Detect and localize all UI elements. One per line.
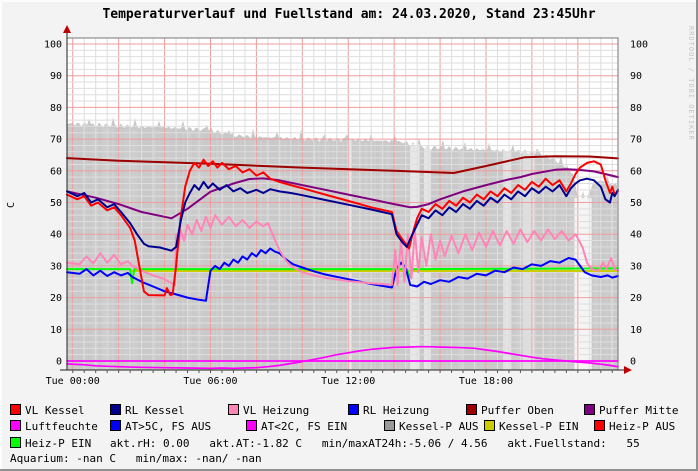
- legend-item-heiz-p-ein: Heiz-P EIN: [10, 437, 91, 450]
- status-line-1: akt.rH: 0.00 akt.AT:-1.82 C min/maxAT24h…: [110, 437, 640, 450]
- y-tick-label-left: 70: [50, 135, 62, 146]
- y-tick-label-left: 90: [50, 71, 62, 82]
- y-tick-label-left: 20: [50, 293, 62, 304]
- y-tick-label-right: 80: [630, 103, 642, 114]
- legend-label: RL Heizung: [363, 404, 430, 417]
- area-light-band: [347, 138, 352, 370]
- legend-color-swatch: [110, 404, 121, 415]
- area-light-band: [522, 150, 535, 370]
- y-tick-label-left: 60: [50, 166, 62, 177]
- frame-edge-left: [0, 0, 2, 471]
- legend-label: AT<2C, FS EIN: [261, 420, 348, 433]
- legend-color-swatch: [228, 404, 239, 415]
- y-tick-label-left: 80: [50, 103, 62, 114]
- legend-color-swatch: [10, 437, 21, 448]
- y-tick-label-left: 10: [50, 325, 62, 336]
- legend-item-kessel-p-ein: Kessel-P EIN: [484, 420, 578, 433]
- y-tick-label-right: 60: [630, 166, 642, 177]
- y-tick-label-right: 100: [630, 40, 648, 51]
- y-tick-label-left: 0: [56, 357, 62, 368]
- legend-item-puffer-oben: Puffer Oben: [466, 404, 554, 417]
- y-tick-label-right: 40: [630, 230, 642, 241]
- frame-edge-right: [696, 0, 698, 471]
- y-axis-unit-label: C: [6, 202, 17, 208]
- frame-edge-top: [0, 0, 698, 2]
- legend-item-rl-kessel: RL Kessel: [110, 404, 185, 417]
- frame-edge-bottom: [0, 469, 698, 471]
- y-axis-arrow: [63, 25, 71, 33]
- series-vl-kessel: [66, 158, 619, 297]
- legend-color-swatch: [584, 404, 595, 415]
- area-light-band: [410, 143, 420, 370]
- legend-label: AT>5C, FS AUS: [125, 420, 212, 433]
- status-line-2: Aquarium: -nan C min/max: -nan/ -nan: [10, 452, 262, 465]
- legend-color-swatch: [594, 420, 605, 431]
- legend-color-swatch: [10, 420, 21, 431]
- y-tick-label-left: 50: [50, 198, 62, 209]
- legend-label: Kessel-P AUS: [399, 420, 479, 433]
- y-tick-label-right: 10: [630, 325, 642, 336]
- legend-label: VL Kessel: [25, 404, 85, 417]
- y-tick-label-right: 0: [630, 357, 636, 368]
- legend-item-kessel-p-aus: Kessel-P AUS: [384, 420, 478, 433]
- legend-color-swatch: [384, 420, 395, 431]
- series-puffer-mitte: [66, 168, 619, 220]
- legend-item-rl-heizung: RL Heizung: [348, 404, 429, 417]
- legend-item-vl-kessel: VL Kessel: [10, 404, 85, 417]
- legend-item-puffer-mitte: Puffer Mitte: [584, 404, 678, 417]
- legend-label: Puffer Mitte: [599, 404, 679, 417]
- x-tick-label: Tue 06:00: [183, 376, 237, 387]
- legend-color-swatch: [110, 420, 121, 431]
- legend-item-at-2c-fs-ein: AT<2C, FS EIN: [246, 420, 347, 433]
- series-aussentemperatur-at-2c-fs-ein-: [66, 345, 619, 370]
- legend-color-swatch: [10, 404, 21, 415]
- legend-label: Heiz-P AUS: [609, 420, 676, 433]
- graph-title: Temperaturverlauf und Fuellstand am: 24.…: [102, 7, 596, 22]
- legend-color-swatch: [246, 420, 257, 431]
- legend-label: Heiz-P EIN: [25, 437, 92, 450]
- x-axis-arrow: [624, 366, 632, 374]
- y-tick-label-left: 40: [50, 230, 62, 241]
- y-tick-label-right: 90: [630, 71, 642, 82]
- series-rl-kessel: [66, 177, 619, 252]
- legend-item-vl-heizung: VL Heizung: [228, 404, 309, 417]
- legend-color-swatch: [348, 404, 359, 415]
- x-tick-label: Tue 00:00: [46, 376, 100, 387]
- legend-item-heiz-p-aus: Heiz-P AUS: [594, 420, 675, 433]
- watermark: RRDTOOL / TOBI OETIKER: [687, 26, 695, 141]
- x-tick-label: Tue 18:00: [459, 376, 513, 387]
- series-puffer-oben: [66, 155, 619, 174]
- y-tick-label-left: 100: [44, 40, 62, 51]
- y-tick-label-right: 70: [630, 135, 642, 146]
- y-tick-label-right: 50: [630, 198, 642, 209]
- legend-label: Kessel-P EIN: [499, 420, 579, 433]
- legend-label: RL Kessel: [125, 404, 185, 417]
- y-tick-label-right: 30: [630, 261, 642, 272]
- legend-label: VL Heizung: [243, 404, 310, 417]
- y-tick-label-left: 30: [50, 261, 62, 272]
- legend-item-at-5c-fs-aus: AT>5C, FS AUS: [110, 420, 211, 433]
- y-tick-label-right: 20: [630, 293, 642, 304]
- legend-label: Puffer Oben: [481, 404, 554, 417]
- legend-item-luftfeuchte: Luftfeuchte: [10, 420, 98, 433]
- legend-label: Luftfeuchte: [25, 420, 98, 433]
- legend-color-swatch: [466, 404, 477, 415]
- series-rl-heizung: [66, 247, 619, 302]
- kessel-p-aus-area: [67, 117, 618, 370]
- legend-color-swatch: [484, 420, 495, 431]
- x-tick-label: Tue 12:00: [321, 376, 375, 387]
